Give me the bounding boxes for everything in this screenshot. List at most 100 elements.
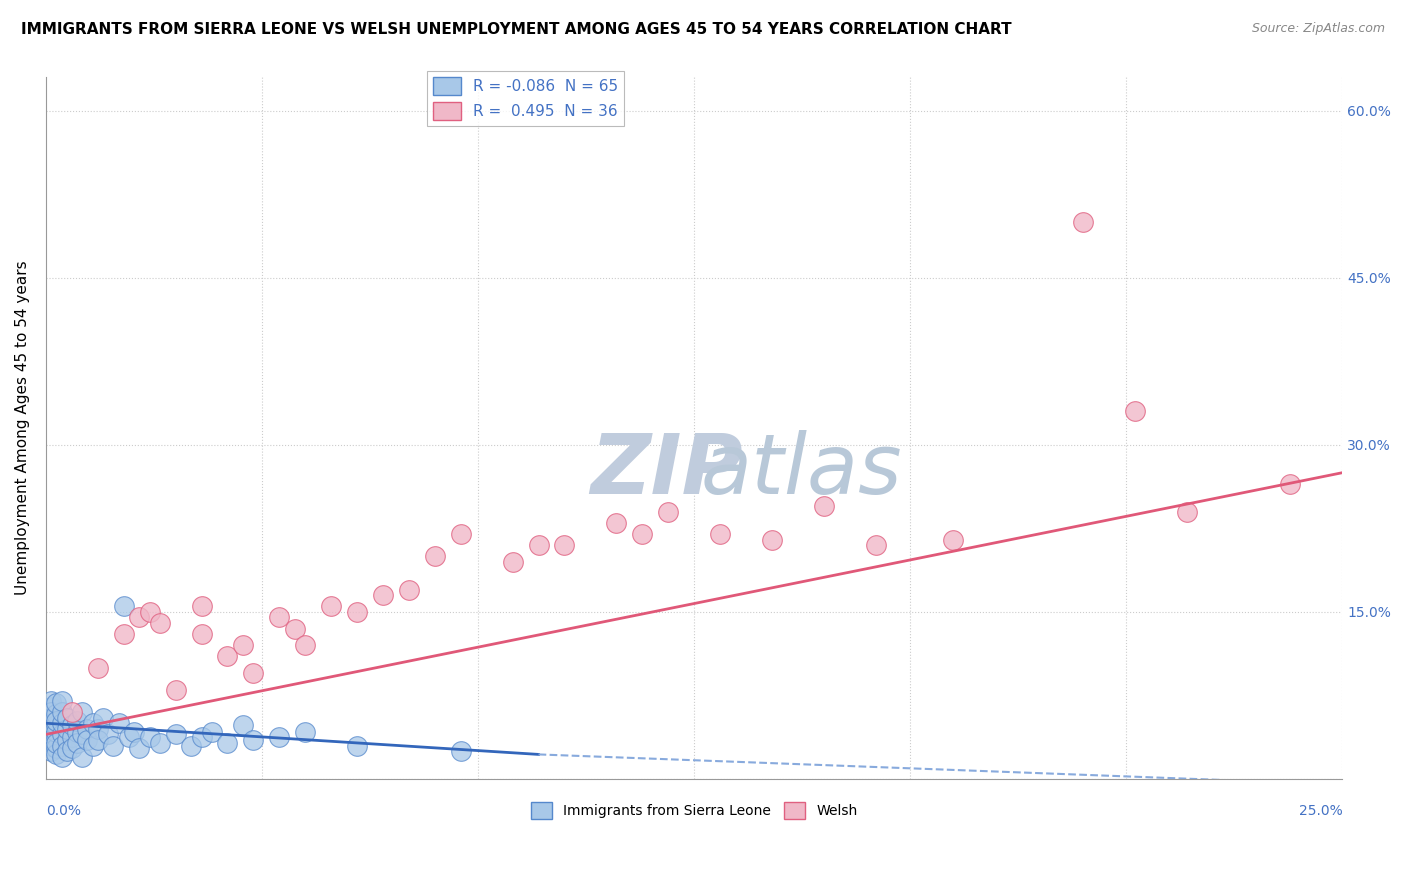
Point — [709, 527, 731, 541]
Text: 25.0%: 25.0% — [1299, 804, 1343, 818]
Point — [45, 740, 67, 755]
Point — [51, 749, 73, 764]
Point — [942, 533, 965, 547]
Point — [66, 714, 89, 728]
Point — [45, 730, 67, 744]
Point — [39, 739, 62, 753]
Point — [60, 718, 83, 732]
Point — [1071, 215, 1094, 229]
Point — [39, 694, 62, 708]
Text: ZIP: ZIP — [591, 430, 742, 511]
Point — [242, 733, 264, 747]
Point — [39, 711, 62, 725]
Point — [190, 730, 212, 744]
Point — [180, 739, 202, 753]
Point — [269, 730, 291, 744]
Point — [128, 740, 150, 755]
Point — [346, 605, 368, 619]
Point — [51, 739, 73, 753]
Point — [527, 538, 550, 552]
Point — [371, 588, 394, 602]
Point — [149, 736, 172, 750]
Point — [242, 666, 264, 681]
Point — [217, 736, 239, 750]
Point — [201, 725, 224, 739]
Point — [97, 727, 120, 741]
Point — [51, 727, 73, 741]
Point — [76, 733, 98, 747]
Text: Source: ZipAtlas.com: Source: ZipAtlas.com — [1251, 22, 1385, 36]
Legend: Immigrants from Sierra Leone, Welsh: Immigrants from Sierra Leone, Welsh — [524, 797, 863, 824]
Point — [45, 714, 67, 728]
Point — [138, 605, 160, 619]
Point — [423, 549, 446, 564]
Point — [39, 699, 62, 714]
Point — [553, 538, 575, 552]
Point — [232, 638, 254, 652]
Point — [45, 718, 67, 732]
Point — [45, 707, 67, 722]
Point — [631, 527, 654, 541]
Text: IMMIGRANTS FROM SIERRA LEONE VS WELSH UNEMPLOYMENT AMONG AGES 45 TO 54 YEARS COR: IMMIGRANTS FROM SIERRA LEONE VS WELSH UN… — [21, 22, 1012, 37]
Point — [45, 696, 67, 710]
Point — [45, 736, 67, 750]
Point — [112, 599, 135, 614]
Point — [39, 705, 62, 719]
Point — [118, 730, 141, 744]
Point — [39, 722, 62, 736]
Point — [865, 538, 887, 552]
Point — [190, 627, 212, 641]
Point — [55, 711, 77, 725]
Point — [103, 739, 125, 753]
Point — [45, 725, 67, 739]
Point — [761, 533, 783, 547]
Point — [39, 727, 62, 741]
Text: atlas: atlas — [700, 430, 903, 511]
Point — [55, 733, 77, 747]
Point — [72, 705, 94, 719]
Point — [1279, 476, 1302, 491]
Point — [87, 722, 110, 736]
Point — [122, 725, 145, 739]
Point — [72, 749, 94, 764]
Point — [91, 711, 114, 725]
Point — [284, 622, 307, 636]
Point — [51, 694, 73, 708]
Point — [60, 740, 83, 755]
Point — [107, 716, 129, 731]
Point — [346, 739, 368, 753]
Point — [45, 747, 67, 762]
Point — [190, 599, 212, 614]
Point — [128, 610, 150, 624]
Point — [165, 682, 187, 697]
Point — [321, 599, 343, 614]
Point — [502, 555, 524, 569]
Point — [1123, 404, 1146, 418]
Point — [165, 727, 187, 741]
Point — [294, 725, 316, 739]
Point — [138, 730, 160, 744]
Point — [657, 505, 679, 519]
Point — [72, 727, 94, 741]
Point — [82, 739, 104, 753]
Point — [82, 716, 104, 731]
Point — [217, 649, 239, 664]
Point — [60, 705, 83, 719]
Point — [60, 730, 83, 744]
Point — [269, 610, 291, 624]
Point — [55, 722, 77, 736]
Point — [398, 582, 420, 597]
Point — [66, 725, 89, 739]
Point — [605, 516, 627, 530]
Point — [87, 733, 110, 747]
Point — [39, 733, 62, 747]
Point — [149, 615, 172, 630]
Point — [66, 736, 89, 750]
Point — [76, 722, 98, 736]
Point — [450, 527, 472, 541]
Point — [51, 716, 73, 731]
Point — [112, 627, 135, 641]
Point — [232, 718, 254, 732]
Point — [55, 744, 77, 758]
Point — [39, 716, 62, 731]
